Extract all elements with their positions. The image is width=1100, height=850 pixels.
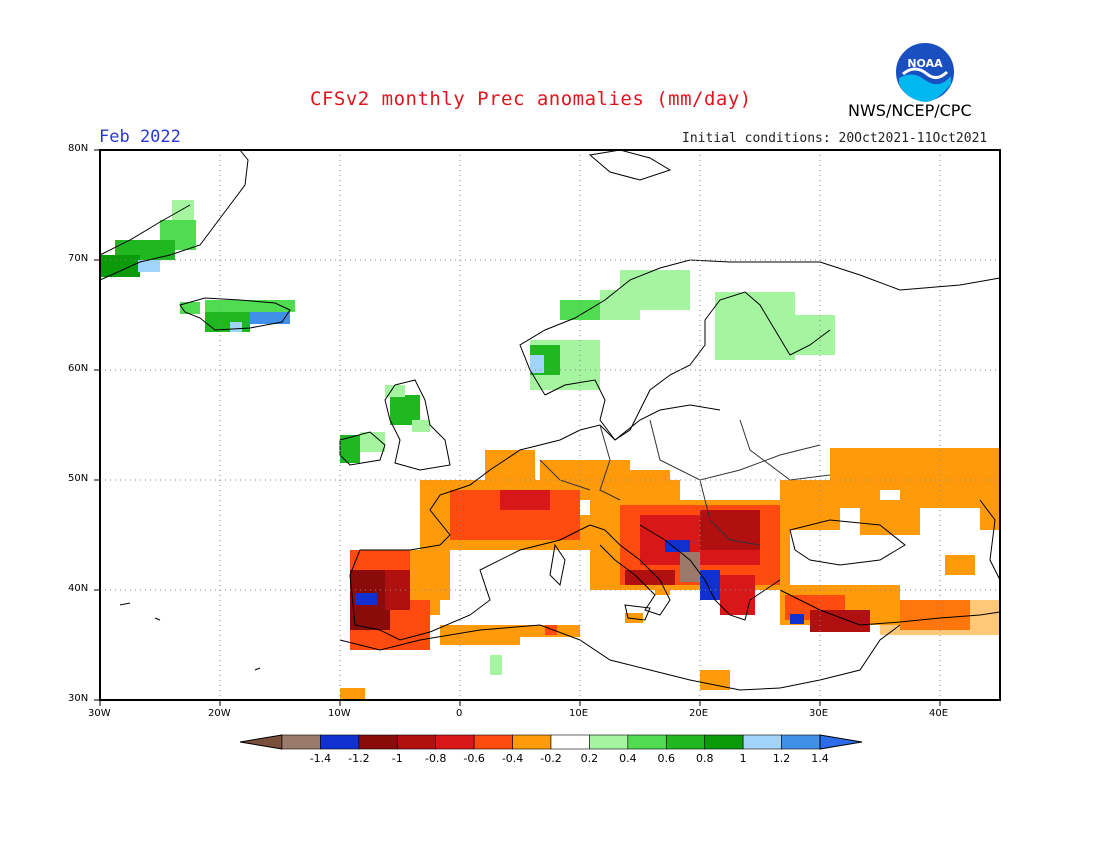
- colorbar-label: -0.4: [501, 752, 524, 765]
- colorbar-swatch: [358, 734, 398, 750]
- colorbar-swatch: [627, 734, 667, 750]
- lon-label: 40E: [929, 708, 949, 719]
- coastlines: [99, 149, 1001, 691]
- colorbar: [240, 734, 862, 750]
- colorbar-label: -1.2: [348, 752, 370, 765]
- lat-label: 30N: [68, 693, 89, 704]
- colorbar-label: -1: [391, 752, 403, 765]
- lon-label: 0: [456, 708, 463, 719]
- colorbar-arrow-left: [240, 734, 283, 750]
- colorbar-swatch: [742, 734, 782, 750]
- colorbar-label: 0.2: [580, 752, 599, 765]
- colorbar-swatch: [589, 734, 629, 750]
- colorbar-label: -0.8: [424, 752, 447, 765]
- colorbar-label: 0.6: [657, 752, 676, 765]
- map-title: CFSv2 monthly Prec anomalies (mm/day): [310, 88, 752, 110]
- lon-label: 20W: [208, 708, 231, 719]
- colorbar-swatch: [473, 734, 513, 750]
- lon-label: 10W: [328, 708, 351, 719]
- colorbar-label: 1.2: [772, 752, 791, 765]
- colorbar-label: -0.6: [463, 752, 485, 765]
- lat-label: 80N: [68, 143, 89, 154]
- colorbar-label: -1.4: [309, 752, 332, 765]
- initial-conditions: Initial conditions: 20Oct2021-11Oct2021: [682, 131, 988, 146]
- colorbar-swatch: [704, 734, 744, 750]
- lon-label: 10E: [569, 708, 589, 719]
- colorbar-label: 0.4: [619, 752, 637, 765]
- colorbar-swatch: [320, 734, 360, 750]
- svg-text:NOAA: NOAA: [907, 57, 943, 70]
- colorbar-swatch: [396, 734, 437, 750]
- colorbar-swatch: [781, 734, 821, 750]
- colorbar-swatch: [281, 734, 321, 750]
- graticule: [100, 150, 1000, 700]
- colorbar-arrow-right: [819, 734, 862, 750]
- lon-label: 30E: [809, 708, 829, 719]
- lat-label: 50N: [68, 473, 89, 484]
- colorbar-label: 1: [739, 752, 747, 765]
- colorbar-swatch: [665, 734, 706, 750]
- colorbar-swatch: [550, 734, 590, 750]
- agency-label: NWS/NCEP/CPC: [848, 101, 972, 120]
- anomaly-cells: [100, 200, 1000, 700]
- colorbar-swatch: [512, 734, 552, 750]
- forecast-month: Feb 2022: [99, 127, 181, 147]
- lat-label: 70N: [68, 253, 89, 264]
- lon-label: 30W: [88, 708, 111, 719]
- lat-label: 60N: [68, 363, 89, 374]
- noaa-logo: NOAA: [893, 40, 957, 108]
- colorbar-label: -0.2: [540, 752, 562, 765]
- lat-label: 40N: [68, 583, 89, 594]
- lon-label: 20E: [689, 708, 709, 719]
- plot-frame: [99, 149, 1001, 701]
- colorbar-label: 1.4: [811, 752, 829, 765]
- colorbar-label: 0.8: [695, 752, 714, 765]
- colorbar-swatch: [435, 734, 475, 750]
